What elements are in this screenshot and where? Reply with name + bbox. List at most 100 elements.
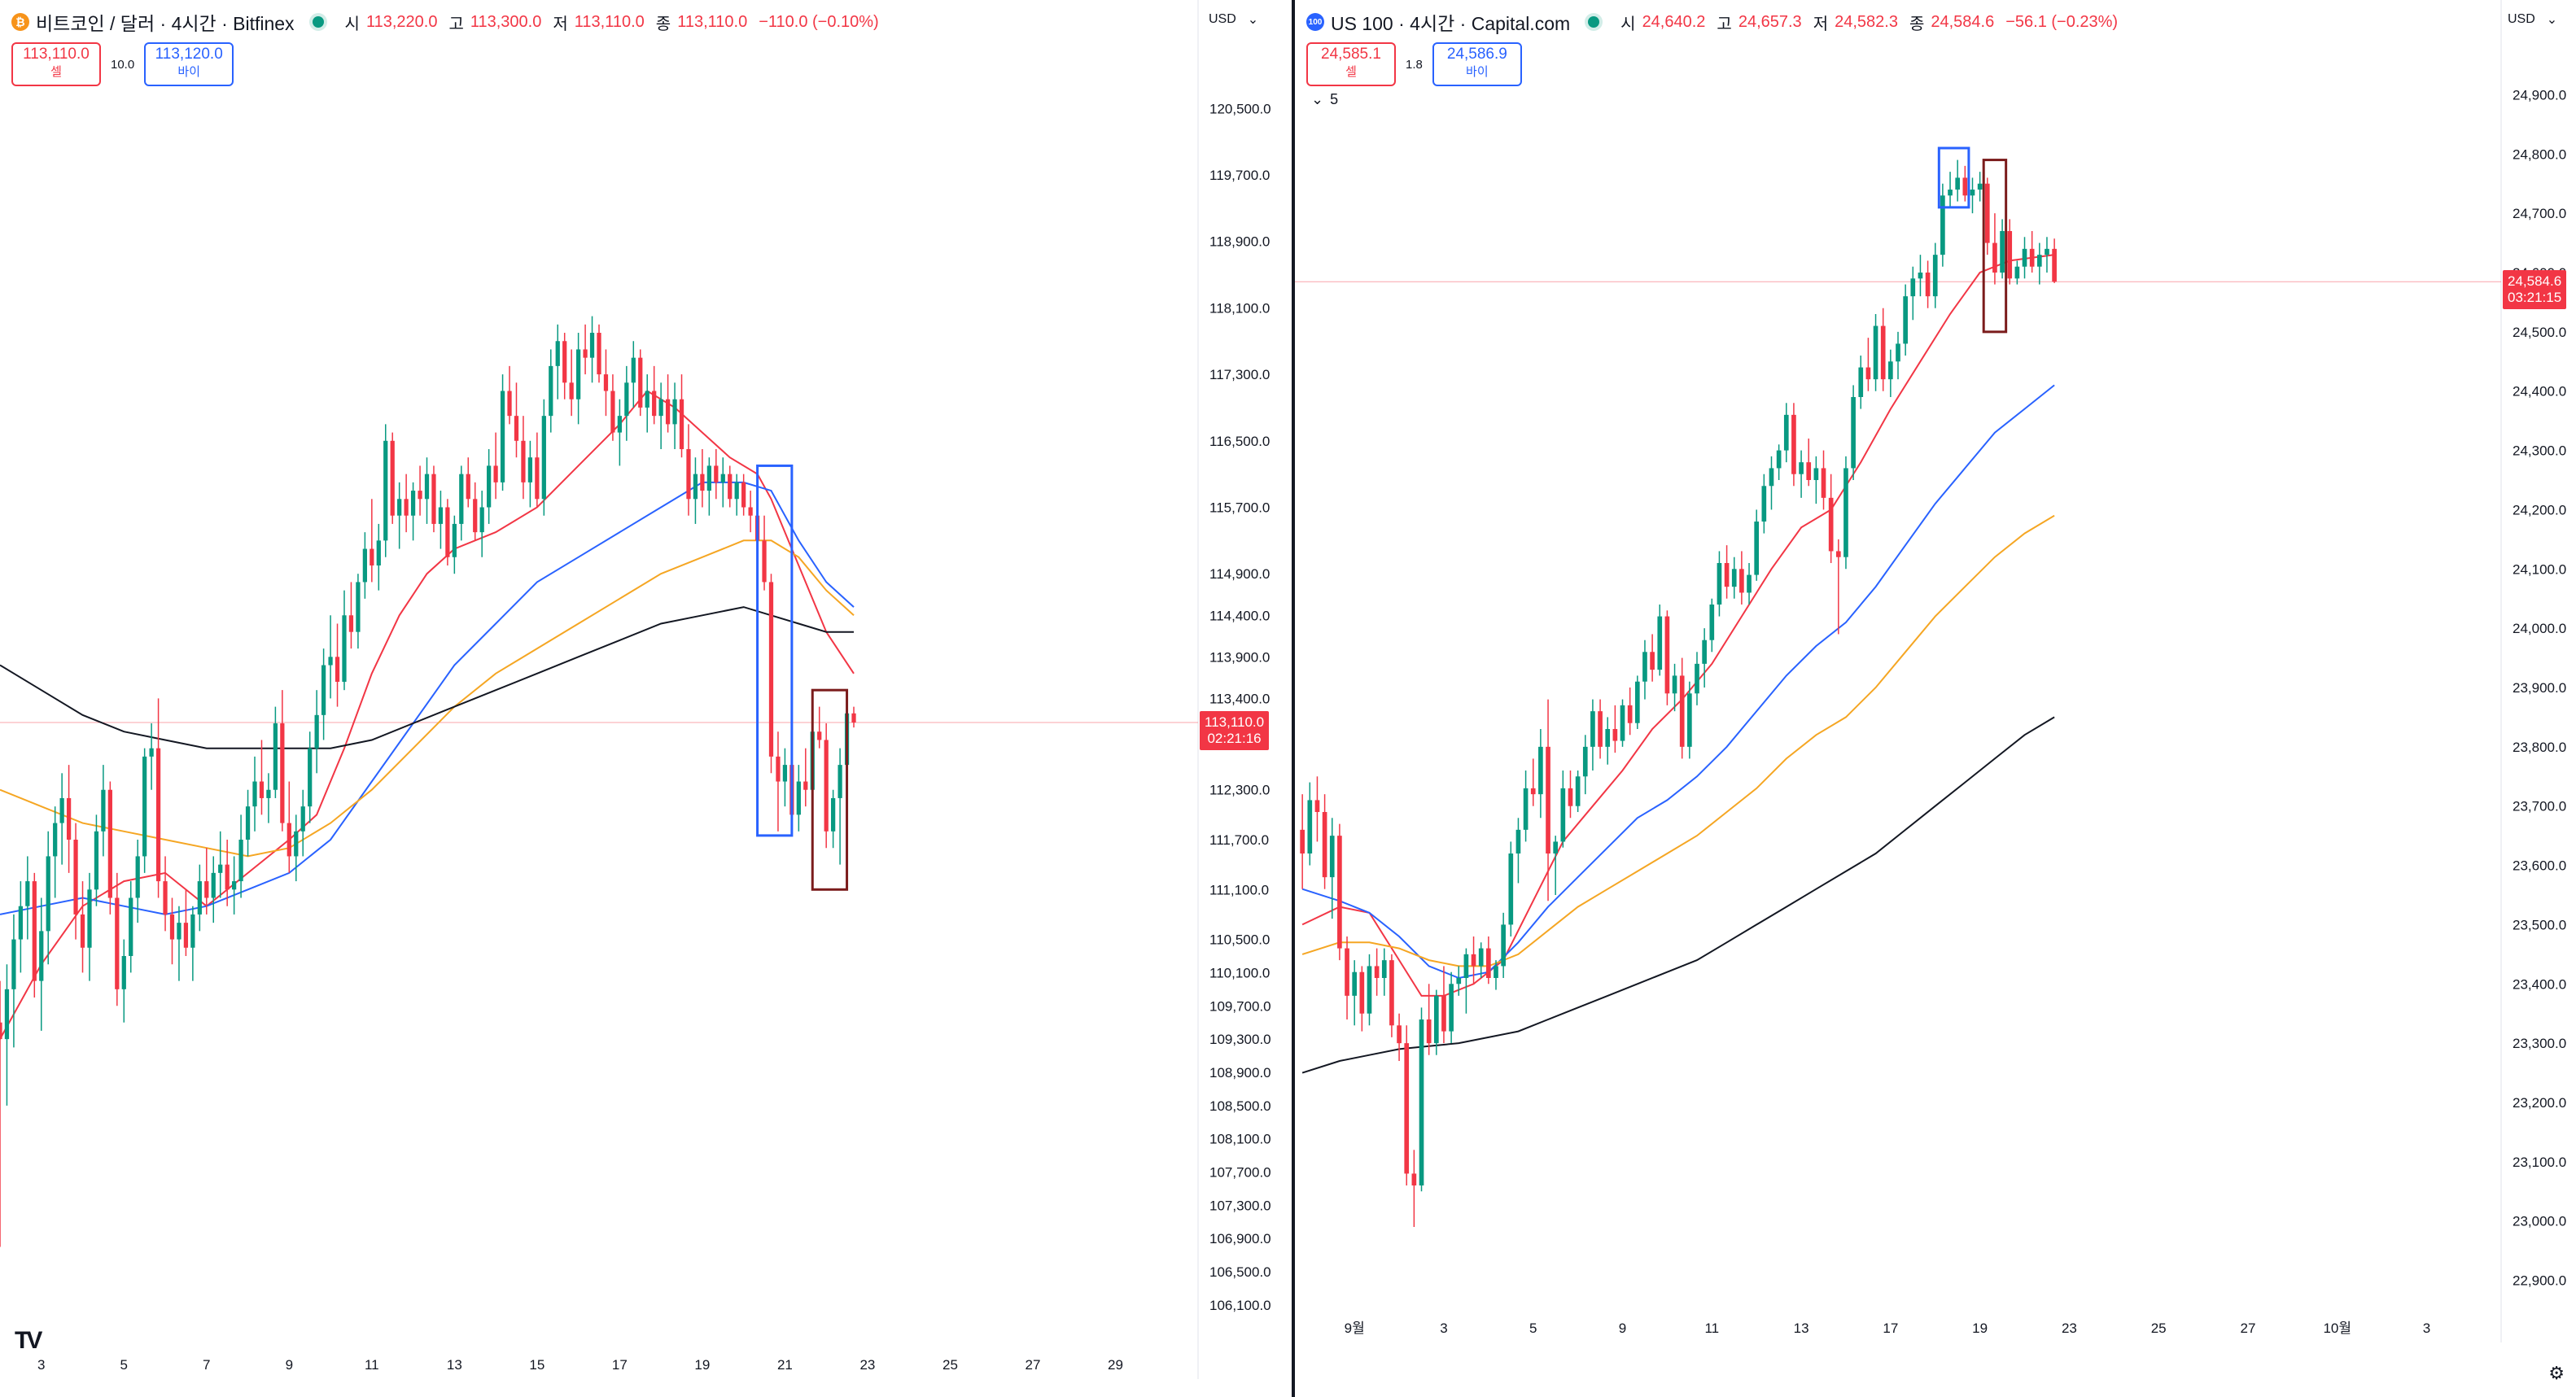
- btc-chart-canvas[interactable]: 120,500.0 119,700.0 118,900.0 118,100.0 117,…: [0, 0, 1292, 1397]
- chevron-down-icon: ⌄: [1247, 13, 1259, 27]
- ma-line-ma50: [1301, 384, 2055, 980]
- candle-body: [728, 474, 733, 500]
- high-label: 고: [448, 15, 464, 33]
- candle-body: [356, 582, 361, 632]
- candle-body: [1970, 190, 1975, 196]
- candle-body: [2000, 231, 2005, 273]
- buy-button[interactable]: 24,586.9 바이: [1432, 42, 1522, 86]
- us100-chart-pane[interactable]: 24,900.024,800.024,700.024,600.024,500.0…: [1295, 0, 2576, 1397]
- gear-icon[interactable]: ⚙: [2548, 1363, 2565, 1383]
- last-price-tag: 24,584.6 03:21:15: [2503, 270, 2567, 310]
- buy-label: 바이: [1466, 65, 1489, 79]
- btc-legend: ₿ 비트코인 / 달러 · 4시간 · Bitfinex 시 113,220.0 …: [11, 10, 879, 34]
- candle-body: [473, 499, 478, 533]
- y-tick-label: 106,500.0: [1209, 1264, 1271, 1280]
- ma-line-ma200: [0, 606, 854, 749]
- candle-body: [645, 391, 649, 408]
- candle-body: [549, 365, 553, 417]
- btc-chart-pane[interactable]: 120,500.0 119,700.0 118,900.0 118,100.0 117,…: [0, 0, 1292, 1397]
- us100-title[interactable]: US 100 · 4시간 · Capital.com: [1331, 13, 1571, 34]
- candle-body: [190, 914, 195, 948]
- indicators-collapse-button[interactable]: ⌄ 5: [1311, 91, 1338, 108]
- y-tick-label: 118,100.0: [1209, 300, 1270, 316]
- y-tick-label: 23,400.0: [2513, 976, 2566, 992]
- ma-line-ma200: [1301, 716, 2055, 1074]
- x-tick-label: 23: [2062, 1321, 2077, 1336]
- candle-body: [459, 474, 464, 524]
- y-tick-label: 114,400.0: [1209, 608, 1270, 623]
- candle-body: [1783, 414, 1789, 451]
- candle-body: [1754, 522, 1760, 575]
- candle-body: [575, 349, 581, 399]
- annotation-box: [1982, 159, 2008, 334]
- candle-body: [348, 615, 354, 632]
- candle-body: [583, 349, 588, 358]
- candle-body: [32, 881, 37, 981]
- candle-body: [445, 507, 450, 557]
- candle-body: [569, 382, 574, 399]
- candle-body: [514, 416, 519, 441]
- candle-body: [1381, 960, 1387, 978]
- y-tick-label: 109,700.0: [1209, 998, 1271, 1014]
- candle-body: [851, 713, 856, 723]
- candle-body: [418, 491, 422, 500]
- candle-body: [1456, 978, 1462, 984]
- annotation-box: [1937, 146, 1970, 209]
- ma-line-ma50: [0, 481, 855, 915]
- candle-body: [321, 665, 326, 715]
- candle-body: [1865, 367, 1871, 380]
- sell-button[interactable]: 113,110.0 셀: [11, 42, 101, 86]
- candle-body: [1702, 640, 1707, 664]
- buy-button[interactable]: 113,120.0 바이: [144, 42, 234, 86]
- candle-body: [782, 765, 788, 782]
- candle-body: [1553, 841, 1559, 853]
- btc-title[interactable]: 비트코인 / 달러 · 4시간 · Bitfinex: [36, 13, 295, 34]
- candle-body: [135, 856, 140, 898]
- y-tick-label: 114,900.0: [1209, 566, 1270, 582]
- market-open-icon: [312, 16, 324, 28]
- candle-body: [1672, 675, 1677, 694]
- candle-body: [1627, 705, 1633, 723]
- candle-body: [1300, 829, 1305, 853]
- candle-body: [1494, 966, 1498, 978]
- us100-chart-canvas[interactable]: 24,900.024,800.024,700.024,600.024,500.0…: [1295, 0, 2576, 1397]
- last-price-value: 24,584.6: [2508, 273, 2562, 290]
- currency-selector[interactable]: USD ⌄: [1209, 11, 1258, 28]
- candle-body: [1590, 711, 1595, 747]
- candle-body: [59, 797, 64, 823]
- candle-body: [308, 748, 313, 807]
- sell-button[interactable]: 24,585.1 셀: [1306, 42, 1396, 86]
- x-tick-label: 19: [1972, 1321, 1988, 1336]
- pane-divider[interactable]: [1292, 0, 1295, 1397]
- candle-body: [66, 797, 72, 840]
- candle-body: [53, 823, 58, 857]
- candle-body: [1345, 948, 1349, 996]
- candle-body: [493, 465, 498, 482]
- y-tick-label: 23,200.0: [2513, 1095, 2566, 1111]
- candle-body: [397, 499, 402, 516]
- candle-body: [218, 864, 223, 873]
- y-tick-label: 108,500.0: [1209, 1098, 1271, 1114]
- candle-body: [1835, 551, 1841, 557]
- candle-body: [273, 723, 278, 790]
- candle-body: [39, 931, 44, 981]
- candle-body: [266, 789, 271, 798]
- candle-body: [521, 440, 526, 482]
- close-label: 종: [1909, 15, 1925, 33]
- candle-body: [0, 1022, 2, 1040]
- candle-body: [238, 840, 243, 882]
- y-tick-label: 113,900.0: [1209, 649, 1270, 665]
- candle-body: [362, 548, 367, 583]
- y-tick-label: 106,900.0: [1209, 1231, 1271, 1246]
- currency-selector[interactable]: USD ⌄: [2508, 11, 2557, 28]
- tradingview-logo-icon[interactable]: TV: [15, 1327, 42, 1354]
- candle-body: [1605, 729, 1611, 747]
- candle-body: [1873, 325, 1878, 380]
- candle-body: [232, 881, 237, 890]
- x-tick-label: 10월: [2323, 1321, 2351, 1336]
- candle-body: [776, 756, 781, 782]
- candle-body: [1806, 462, 1812, 480]
- y-tick-label: 107,700.0: [1209, 1165, 1271, 1181]
- y-tick-label: 24,200.0: [2513, 502, 2566, 517]
- us100-quotes: 24,585.1 셀 1.8 24,586.9 바이: [1306, 42, 1522, 86]
